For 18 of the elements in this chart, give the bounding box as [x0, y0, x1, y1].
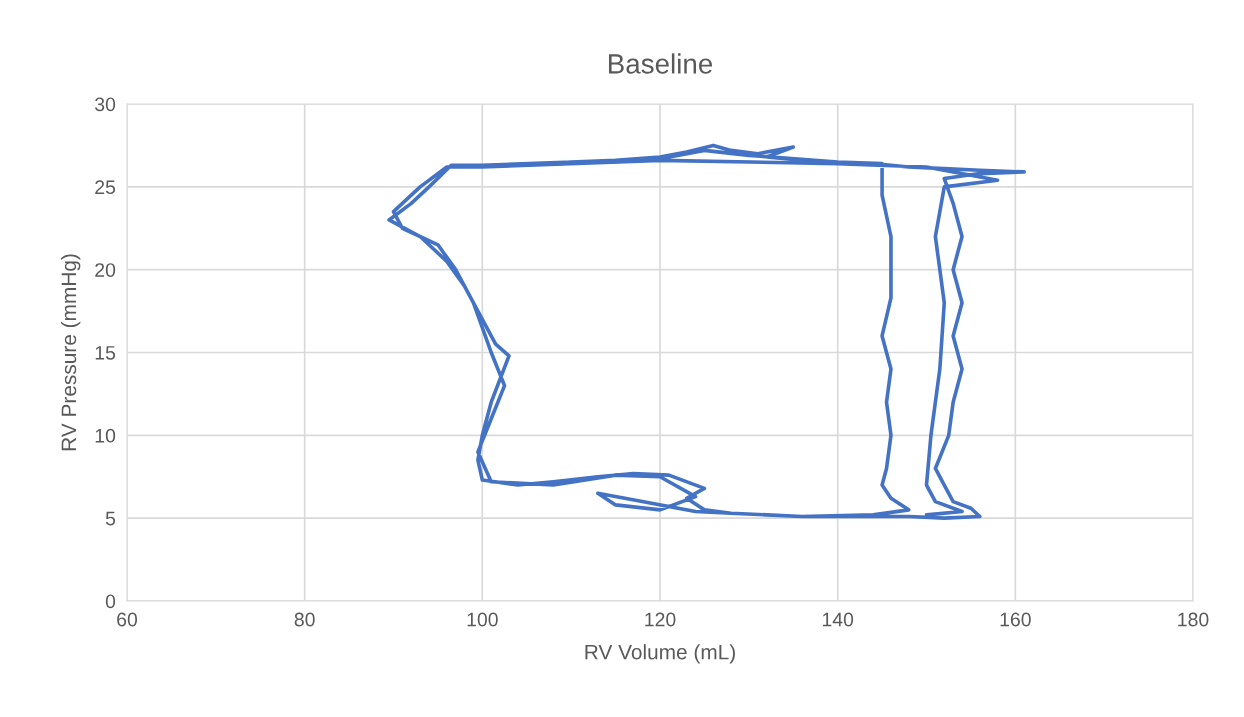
y-tick-label: 20	[95, 263, 116, 277]
y-tick-label: 25	[95, 180, 116, 195]
x-tick-label: 160	[1000, 612, 1031, 627]
x-tick-label: 100	[467, 612, 498, 627]
x-tick-label: 140	[822, 612, 854, 627]
y-tick-label: 30	[95, 97, 116, 112]
x-tick-label: 80	[294, 612, 315, 627]
x-axis-title: RV Volume (mL)	[585, 644, 735, 664]
y-tick-label: 5	[105, 511, 116, 526]
y-tick-label: 10	[95, 428, 116, 443]
x-tick-label: 120	[645, 612, 676, 627]
y-tick-label: 0	[105, 594, 116, 609]
y-tick-label: 15	[95, 346, 116, 360]
x-tick-label: 60	[117, 612, 138, 627]
x-tick-label: 180	[1178, 612, 1209, 627]
y-axis-title: RV Pressure (mmHg)	[60, 254, 81, 451]
chart-title: Baseline	[609, 53, 713, 74]
line-series	[387, 143, 1027, 520]
